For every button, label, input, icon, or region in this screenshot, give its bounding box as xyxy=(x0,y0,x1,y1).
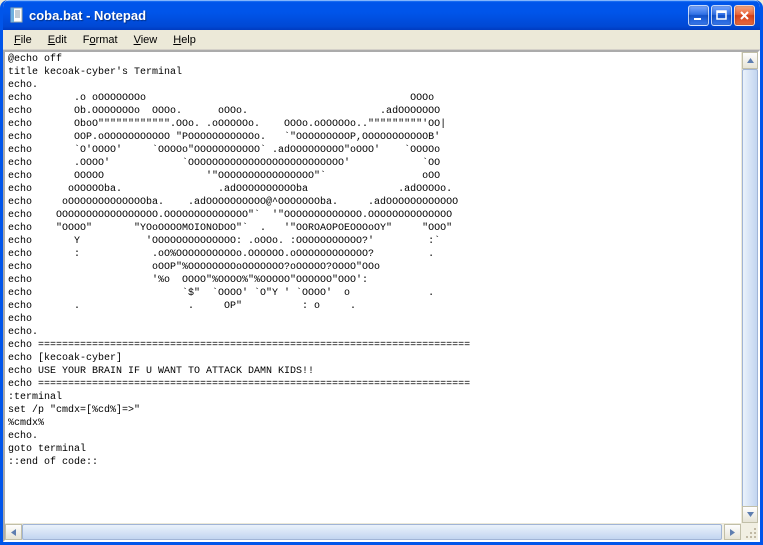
editor-area: @echo off title kecoak-cyber's Terminal … xyxy=(3,50,760,542)
window-buttons xyxy=(688,5,755,26)
maximize-button[interactable] xyxy=(711,5,732,26)
window-title: coba.bat - Notepad xyxy=(29,8,688,23)
horizontal-scrollbar[interactable] xyxy=(5,523,741,540)
menu-help[interactable]: Help xyxy=(166,33,203,47)
menubar: File Edit Format View Help xyxy=(3,30,760,50)
notepad-icon xyxy=(9,7,25,23)
scroll-down-arrow-icon[interactable] xyxy=(742,506,758,523)
menu-format[interactable]: Format xyxy=(76,33,125,47)
menu-file[interactable]: File xyxy=(7,33,39,47)
minimize-button[interactable] xyxy=(688,5,709,26)
menu-view[interactable]: View xyxy=(127,33,165,47)
scroll-left-arrow-icon[interactable] xyxy=(5,524,22,540)
scroll-right-arrow-icon[interactable] xyxy=(724,524,741,540)
resize-grip-icon[interactable] xyxy=(741,523,758,540)
close-button[interactable] xyxy=(734,5,755,26)
titlebar[interactable]: coba.bat - Notepad xyxy=(3,0,760,30)
text-editor[interactable]: @echo off title kecoak-cyber's Terminal … xyxy=(5,52,758,540)
editor-content[interactable]: @echo off title kecoak-cyber's Terminal … xyxy=(8,53,758,469)
menu-edit[interactable]: Edit xyxy=(41,33,74,47)
horizontal-scroll-thumb[interactable] xyxy=(22,524,722,540)
vertical-scrollbar[interactable] xyxy=(741,52,758,523)
notepad-window: coba.bat - Notepad File Edit Format View… xyxy=(0,0,763,545)
scroll-up-arrow-icon[interactable] xyxy=(742,52,758,69)
vertical-scroll-thumb[interactable] xyxy=(742,69,758,529)
